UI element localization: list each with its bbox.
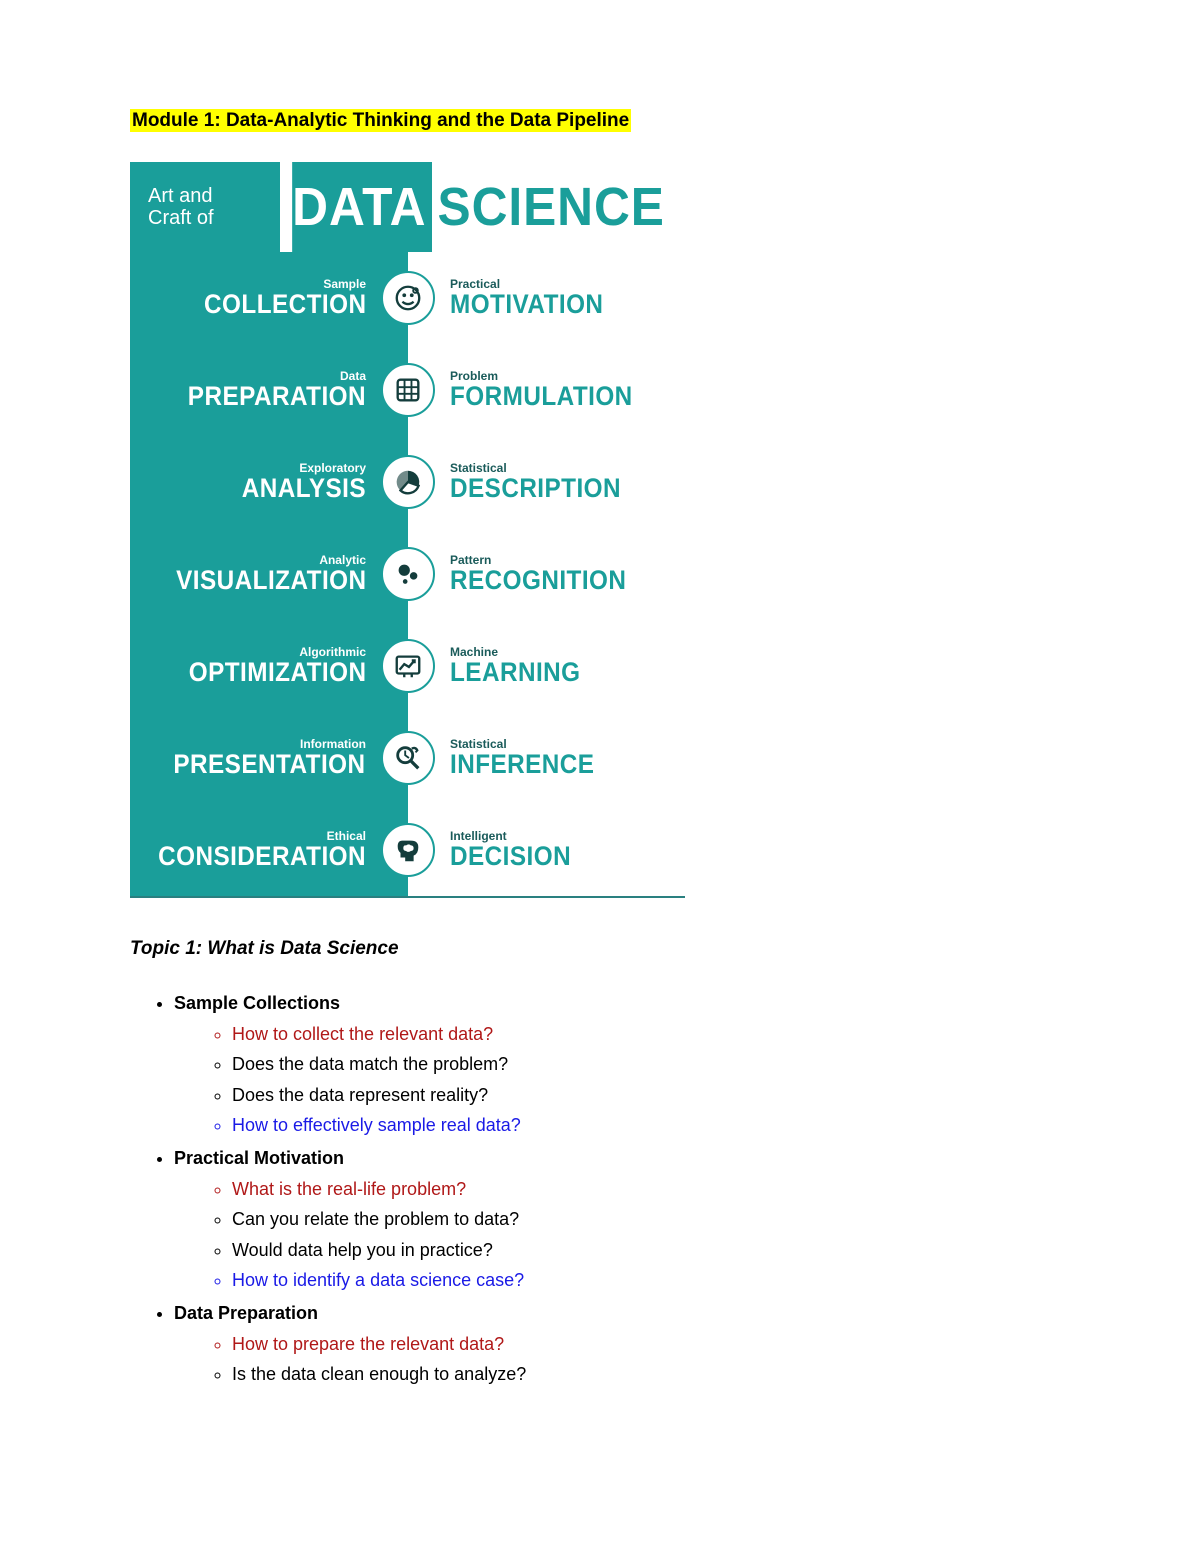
row-right-big: RECOGNITION: [450, 565, 662, 596]
outline-item: How to identify a data science case?: [232, 1265, 1070, 1296]
row-left: Exploratory ANALYSIS: [130, 436, 408, 528]
header-prefix-2: Craft of: [148, 207, 280, 229]
row-right: Machine LEARNING: [408, 620, 685, 712]
row-right-big: LEARNING: [450, 657, 662, 688]
outline-section-label: Practical Motivation: [174, 1148, 344, 1168]
infographic-row: Exploratory ANALYSIS Statistical DESCRIP…: [130, 436, 685, 528]
row-left: Algorithmic OPTIMIZATION: [130, 620, 408, 712]
infographic-header: Art and Craft of DATA SCIENCE: [130, 162, 685, 252]
pie-icon: [381, 455, 435, 509]
row-right-big: FORMULATION: [450, 381, 662, 412]
header-prefix: Art and Craft of: [130, 162, 280, 252]
outline-item: How to effectively sample real data?: [232, 1110, 1070, 1141]
row-right-big: DESCRIPTION: [450, 473, 662, 504]
outline-section: Data Preparation How to prepare the relev…: [174, 1298, 1070, 1390]
outline-section: Sample Collections How to collect the rel…: [174, 988, 1070, 1141]
outline-item: Does the data represent reality?: [232, 1080, 1070, 1111]
header-word-data: DATA: [292, 162, 432, 252]
row-left-big: CONSIDERATION: [158, 841, 366, 872]
infographic-row: Data PREPARATION Problem FORMULATION: [130, 344, 685, 436]
outline-item: Does the data match the problem?: [232, 1049, 1070, 1080]
header-word-science: SCIENCE: [432, 162, 665, 252]
brain-icon: [381, 823, 435, 877]
row-right-big: INFERENCE: [450, 749, 662, 780]
module-title: Module 1: Data-Analytic Thinking and the…: [130, 109, 631, 132]
grid-icon: [381, 363, 435, 417]
outline-item: How to prepare the relevant data?: [232, 1329, 1070, 1360]
outline-item: How to collect the relevant data?: [232, 1019, 1070, 1050]
outline-sublist: What is the real-life problem?Can you re…: [174, 1174, 1070, 1296]
row-right: Pattern RECOGNITION: [408, 528, 685, 620]
outline-item: Would data help you in practice?: [232, 1235, 1070, 1266]
row-left: Data PREPARATION: [130, 344, 408, 436]
infographic-row: Ethical CONSIDERATION Intelligent DECISI…: [130, 804, 685, 896]
outline-item: Is the data clean enough to analyze?: [232, 1359, 1070, 1390]
row-right: Practical MOTIVATION: [408, 252, 685, 344]
row-right: Problem FORMULATION: [408, 344, 685, 436]
infographic-row: Algorithmic OPTIMIZATION Machine LEARNIN…: [130, 620, 685, 712]
row-left-big: VISUALIZATION: [176, 565, 366, 596]
row-left-big: COLLECTION: [204, 289, 366, 320]
row-left-big: PREPARATION: [188, 381, 366, 412]
row-right: Intelligent DECISION: [408, 804, 685, 896]
row-left: Analytic VISUALIZATION: [130, 528, 408, 620]
topic-title: Topic 1: What is Data Science: [130, 938, 1070, 960]
row-left-big: PRESENTATION: [174, 749, 366, 780]
outline-item: What is the real-life problem?: [232, 1174, 1070, 1205]
outline-section-label: Sample Collections: [174, 993, 340, 1013]
topic-outline: Sample Collections How to collect the rel…: [130, 988, 1070, 1390]
row-left: Information PRESENTATION: [130, 712, 408, 804]
infographic-row: Sample COLLECTION Practical MOTIVATION: [130, 252, 685, 344]
data-science-infographic: Art and Craft of DATA SCIENCE Sample COL…: [130, 162, 685, 898]
outline-section-label: Data Preparation: [174, 1303, 318, 1323]
infographic-row: Analytic VISUALIZATION Pattern RECOGNITI…: [130, 528, 685, 620]
bubbles-icon: [381, 547, 435, 601]
row-right-big: DECISION: [450, 841, 662, 872]
outline-item: Can you relate the problem to data?: [232, 1204, 1070, 1235]
magnify-icon: [381, 731, 435, 785]
row-left: Sample COLLECTION: [130, 252, 408, 344]
row-left-big: OPTIMIZATION: [188, 657, 366, 688]
outline-sublist: How to collect the relevant data?Does th…: [174, 1019, 1070, 1141]
row-left-big: ANALYSIS: [242, 473, 366, 504]
face-icon: [381, 271, 435, 325]
header-prefix-1: Art and: [148, 185, 280, 207]
outline-section: Practical Motivation What is the real-lif…: [174, 1143, 1070, 1296]
infographic-row: Information PRESENTATION Statistical INF…: [130, 712, 685, 804]
row-right: Statistical INFERENCE: [408, 712, 685, 804]
row-right-big: MOTIVATION: [450, 289, 662, 320]
row-right: Statistical DESCRIPTION: [408, 436, 685, 528]
chart-icon: [381, 639, 435, 693]
outline-sublist: How to prepare the relevant data?Is the …: [174, 1329, 1070, 1390]
row-left: Ethical CONSIDERATION: [130, 804, 408, 896]
